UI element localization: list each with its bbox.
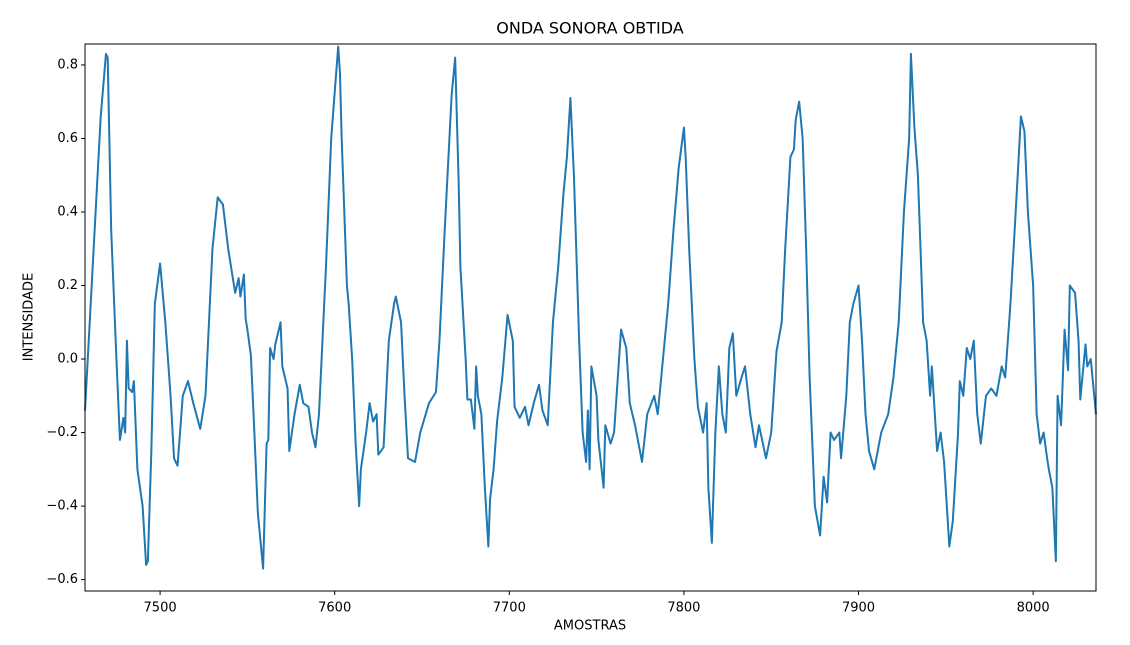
y-tick-label: 0.8 [57, 57, 78, 72]
x-axis-label: AMOSTRAS [554, 619, 626, 634]
y-tick-label: 0.0 [57, 352, 78, 367]
x-tick-label: 7900 [842, 601, 875, 616]
y-tick-label: 0.4 [57, 204, 78, 219]
y-tick-label: −0.2 [46, 425, 78, 440]
y-tick-label: 0.2 [57, 278, 78, 293]
y-axis-label: INTENSIDADE [22, 273, 37, 361]
y-tick-label: 0.6 [57, 131, 78, 146]
x-tick-label: 7700 [493, 601, 526, 616]
x-tick-label: 7500 [144, 601, 177, 616]
y-tick-label: −0.6 [46, 572, 78, 587]
x-tick-label: 7600 [318, 601, 351, 616]
plot-frame [84, 43, 1097, 592]
y-tick-label: −0.4 [46, 499, 78, 514]
line-series [84, 45, 1097, 570]
chart-title: ONDA SONORA OBTIDA [496, 19, 684, 38]
x-tick-label: 8000 [1017, 601, 1050, 616]
x-tick-label: 7800 [667, 601, 700, 616]
